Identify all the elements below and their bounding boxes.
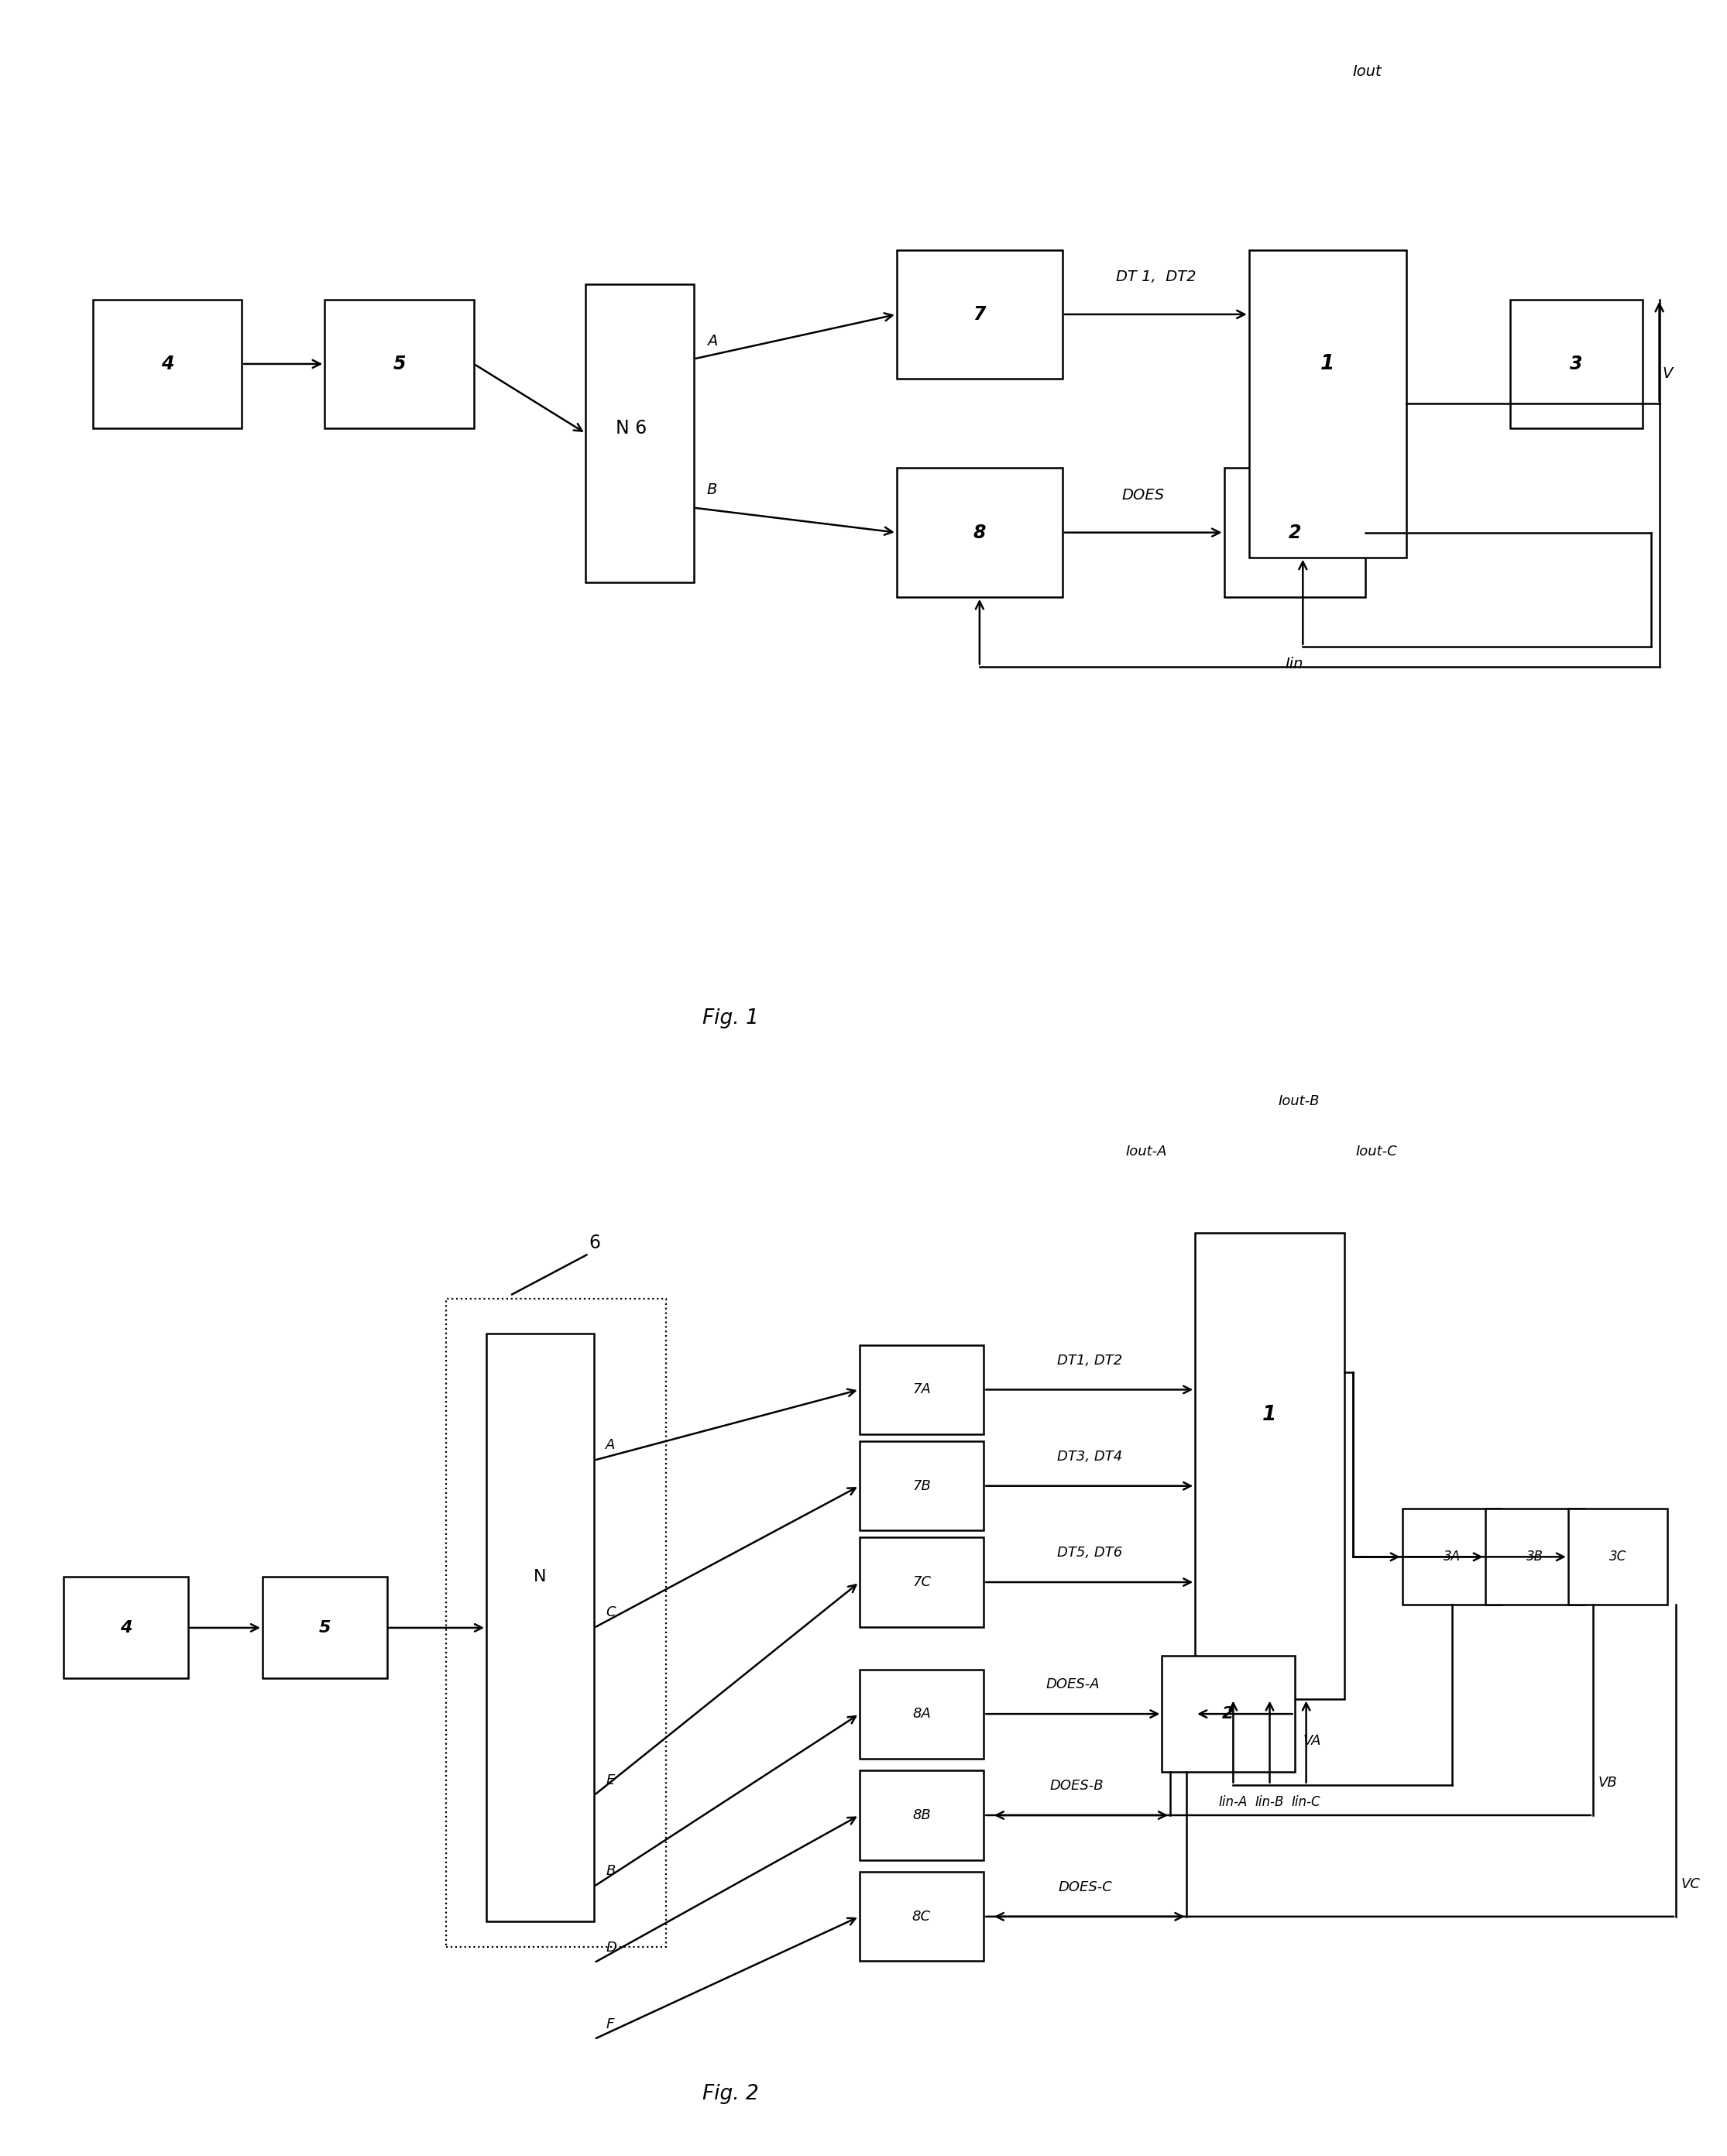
Text: Iout-B: Iout-B xyxy=(1278,1093,1319,1108)
Bar xyxy=(1249,250,1406,556)
Text: A: A xyxy=(706,334,717,349)
Text: 2: 2 xyxy=(1288,524,1300,541)
Bar xyxy=(860,1442,984,1531)
Text: DT 1,  DT2: DT 1, DT2 xyxy=(1116,270,1195,285)
Text: DOES-B: DOES-B xyxy=(1050,1779,1104,1794)
Text: 3: 3 xyxy=(1570,354,1582,373)
Text: B: B xyxy=(706,483,717,498)
Text: N 6: N 6 xyxy=(617,418,648,438)
Text: 7C: 7C xyxy=(912,1576,931,1589)
Text: 8B: 8B xyxy=(912,1809,931,1822)
Text: DT1, DT2: DT1, DT2 xyxy=(1057,1354,1123,1367)
Bar xyxy=(487,1335,594,1921)
Text: C: C xyxy=(606,1606,615,1619)
Text: 3C: 3C xyxy=(1610,1550,1627,1563)
Bar xyxy=(446,1298,667,1947)
Bar xyxy=(896,250,1062,379)
Text: 5: 5 xyxy=(319,1619,330,1636)
Text: DT5, DT6: DT5, DT6 xyxy=(1057,1546,1123,1561)
Text: VC: VC xyxy=(1680,1878,1699,1891)
Bar xyxy=(64,1578,188,1677)
Text: Iin-A: Iin-A xyxy=(1219,1796,1247,1809)
Text: VA: VA xyxy=(1302,1733,1321,1749)
Text: D: D xyxy=(606,1940,617,1955)
Text: Iout: Iout xyxy=(1352,65,1382,80)
Bar xyxy=(860,1537,984,1628)
Bar xyxy=(1224,468,1364,597)
Text: 7: 7 xyxy=(974,304,986,323)
Text: DT3, DT4: DT3, DT4 xyxy=(1057,1449,1123,1464)
Text: Iin-C: Iin-C xyxy=(1292,1796,1321,1809)
Text: 7B: 7B xyxy=(912,1479,931,1492)
Text: 8: 8 xyxy=(974,524,986,541)
Bar xyxy=(1195,1233,1344,1699)
Text: 6: 6 xyxy=(589,1233,601,1253)
Text: Iout-A: Iout-A xyxy=(1126,1145,1167,1158)
Text: 3A: 3A xyxy=(1444,1550,1461,1563)
Text: E: E xyxy=(606,1772,615,1787)
Bar xyxy=(860,1345,984,1434)
Bar xyxy=(1402,1509,1502,1604)
Text: 8C: 8C xyxy=(912,1910,931,1923)
Bar xyxy=(860,1669,984,1759)
Text: 4: 4 xyxy=(119,1619,131,1636)
Text: Iin-B: Iin-B xyxy=(1256,1796,1285,1809)
Text: Fig. 1: Fig. 1 xyxy=(703,1009,760,1028)
Text: B: B xyxy=(606,1865,615,1878)
Text: N: N xyxy=(534,1570,546,1585)
Bar xyxy=(1485,1509,1585,1604)
Text: 7A: 7A xyxy=(912,1382,931,1397)
Text: DOES: DOES xyxy=(1123,487,1164,502)
Text: F: F xyxy=(606,2018,613,2031)
Text: 3B: 3B xyxy=(1527,1550,1544,1563)
Text: Iout-C: Iout-C xyxy=(1356,1145,1397,1158)
Text: Fig. 2: Fig. 2 xyxy=(703,2085,760,2104)
Text: 1: 1 xyxy=(1262,1406,1276,1425)
Text: 4: 4 xyxy=(161,354,173,373)
Bar xyxy=(860,1770,984,1861)
Bar xyxy=(860,1871,984,1962)
Text: DOES-A: DOES-A xyxy=(1047,1677,1100,1692)
Bar xyxy=(896,468,1062,597)
Bar xyxy=(325,300,473,429)
Text: 8A: 8A xyxy=(912,1708,931,1720)
Text: VB: VB xyxy=(1597,1777,1616,1789)
Bar xyxy=(1568,1509,1668,1604)
Text: DOES-C: DOES-C xyxy=(1059,1880,1112,1895)
Bar xyxy=(1162,1656,1295,1772)
Bar xyxy=(585,285,694,582)
Text: V: V xyxy=(1663,367,1673,382)
Text: 5: 5 xyxy=(394,354,406,373)
Text: 2: 2 xyxy=(1223,1705,1235,1723)
Text: Iin: Iin xyxy=(1285,655,1304,671)
Bar xyxy=(93,300,242,429)
Text: A: A xyxy=(606,1438,615,1451)
Text: 1: 1 xyxy=(1321,354,1335,373)
Bar xyxy=(1509,300,1642,429)
Bar xyxy=(263,1578,387,1677)
